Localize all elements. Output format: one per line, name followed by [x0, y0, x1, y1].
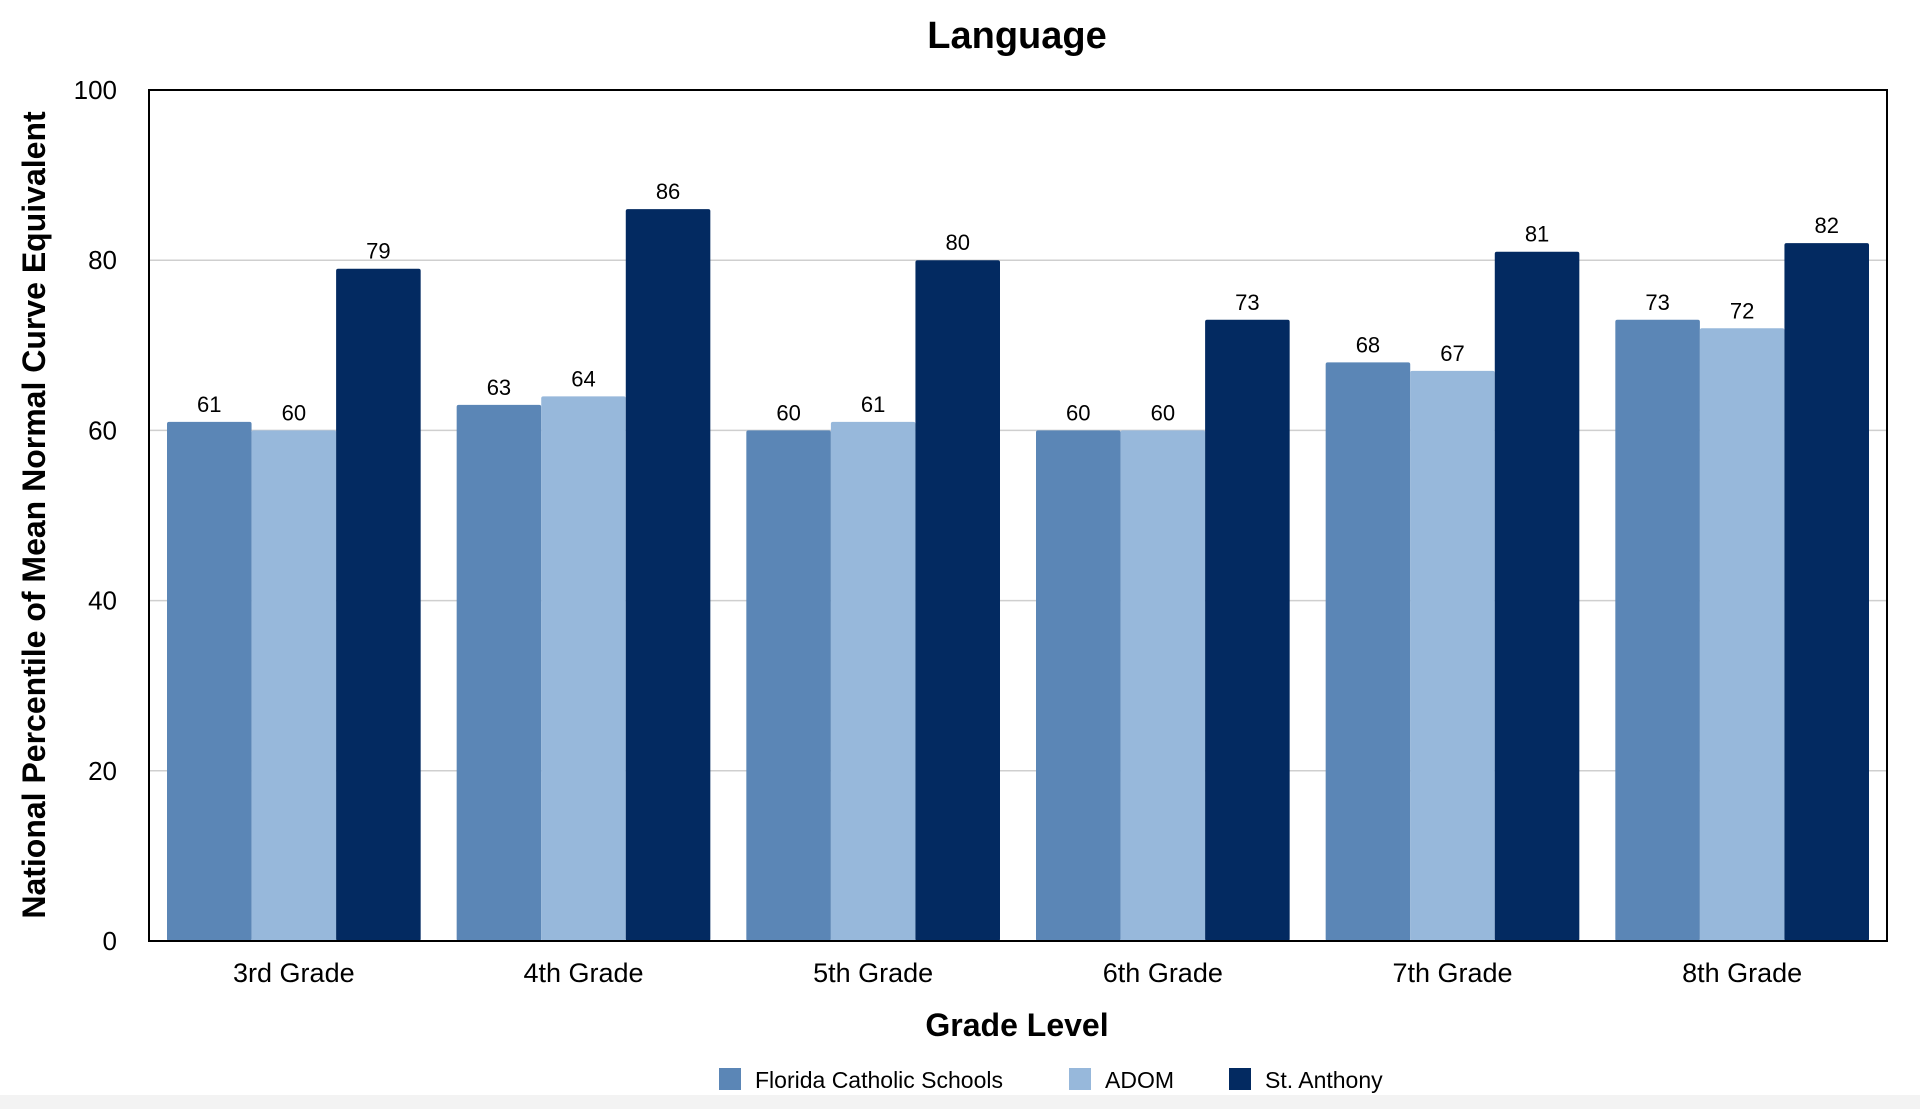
bar	[1699, 328, 1785, 941]
bar	[1494, 251, 1580, 941]
x-axis-title: Grade Level	[925, 1007, 1108, 1043]
y-tick-label: 100	[74, 75, 117, 105]
legend-swatch	[1069, 1068, 1091, 1090]
legend-label: ADOM	[1105, 1067, 1174, 1093]
bar	[830, 421, 916, 941]
bar	[251, 430, 337, 941]
bar	[456, 404, 542, 941]
data-label: 81	[1525, 222, 1549, 247]
legend: Florida Catholic Schools ADOM St. Anthony	[719, 1067, 1383, 1093]
data-label: 86	[656, 179, 680, 204]
data-label: 61	[861, 392, 885, 417]
bar	[336, 268, 421, 942]
y-tick-label: 80	[88, 245, 117, 275]
data-label: 60	[1151, 400, 1175, 425]
bars	[167, 209, 1869, 942]
bar	[1205, 319, 1290, 941]
bar	[915, 260, 1000, 941]
x-category-label: 3rd Grade	[233, 958, 355, 988]
y-axis-ticks: 0 20 40 60 80 100	[74, 75, 117, 956]
data-label: 68	[1356, 332, 1380, 357]
bar	[541, 396, 626, 941]
x-category-label: 8th Grade	[1682, 958, 1802, 988]
legend-label: St. Anthony	[1265, 1067, 1383, 1093]
bar	[1325, 362, 1411, 941]
data-label: 67	[1440, 341, 1464, 366]
legend-swatch	[719, 1068, 741, 1090]
y-axis-title: National Percentile of Mean Normal Curve…	[16, 111, 52, 919]
data-label: 63	[487, 375, 511, 400]
data-labels: 61 60 79 63 64 86 60 61 80 60 60 73 68 67 81 73 72 82	[197, 179, 1839, 425]
x-category-label: 6th Grade	[1103, 958, 1223, 988]
data-label: 64	[571, 366, 595, 391]
gridlines	[149, 259, 1887, 772]
bar	[746, 430, 831, 941]
data-label: 61	[197, 392, 221, 417]
x-category-label: 4th Grade	[523, 958, 643, 988]
bar	[1784, 243, 1869, 941]
chart-title: Language	[927, 15, 1106, 57]
y-tick-label: 0	[103, 926, 117, 956]
bar	[1120, 430, 1206, 941]
legend-swatch	[1229, 1068, 1251, 1090]
data-label: 60	[282, 400, 306, 425]
data-label: 73	[1645, 290, 1669, 315]
bar	[167, 421, 252, 941]
x-category-label: 7th Grade	[1392, 958, 1512, 988]
y-tick-label: 40	[88, 586, 117, 616]
data-label: 79	[366, 239, 390, 264]
bar	[625, 209, 711, 941]
legend-label: Florida Catholic Schools	[755, 1067, 1003, 1093]
x-category-label: 5th Grade	[813, 958, 933, 988]
y-tick-label: 60	[88, 415, 117, 445]
bar	[1036, 430, 1121, 941]
data-label: 60	[1066, 400, 1090, 425]
data-label: 72	[1730, 298, 1754, 323]
y-tick-label: 20	[88, 756, 117, 786]
bottom-strip	[0, 1095, 1920, 1109]
data-label: 80	[945, 230, 969, 255]
data-label: 73	[1235, 290, 1259, 315]
bar	[1410, 370, 1495, 942]
data-label: 82	[1814, 213, 1838, 238]
x-axis-categories: 3rd Grade 4th Grade 5th Grade 6th Grade 7th …	[233, 958, 1802, 988]
plot-area-frame	[148, 89, 1888, 942]
bar	[1615, 319, 1700, 941]
data-label: 60	[776, 400, 800, 425]
